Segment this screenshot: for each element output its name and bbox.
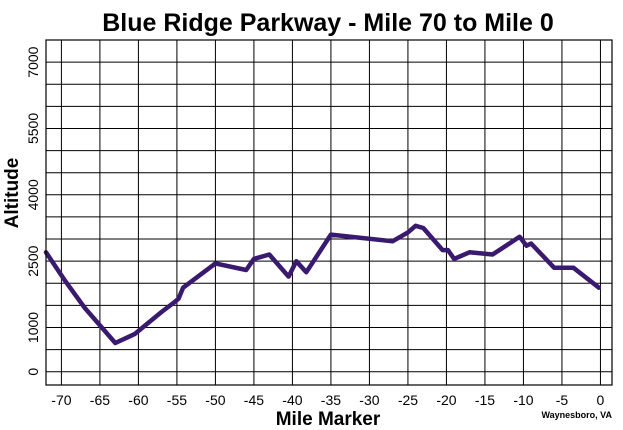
x-tick-label: -55 — [167, 392, 187, 408]
y-axis-label: Altitude — [2, 158, 23, 229]
chart-grid — [46, 40, 612, 385]
x-tick-label: -70 — [51, 392, 71, 408]
y-axis-ticks: 0 1000 2500 4000 5500 7000 — [25, 46, 41, 375]
x-tick-label: -30 — [359, 392, 379, 408]
x-tick-label: -45 — [244, 392, 264, 408]
y-tick-label: 0 — [25, 368, 41, 376]
x-tick-label: -10 — [513, 392, 533, 408]
chart-title: Blue Ridge Parkway - Mile 70 to Mile 0 — [102, 9, 554, 37]
x-tick-label: -20 — [436, 392, 456, 408]
y-tick-label: 7000 — [25, 46, 41, 77]
x-axis-label: Mile Marker — [276, 409, 381, 430]
x-tick-label: 0 — [597, 392, 605, 408]
footnote-waynesboro: Waynesboro, VA — [541, 410, 612, 420]
x-tick-label: -60 — [128, 392, 148, 408]
y-tick-label: 1000 — [25, 312, 41, 343]
x-tick-label: -65 — [90, 392, 110, 408]
x-tick-label: -40 — [282, 392, 302, 408]
y-tick-label: 2500 — [25, 245, 41, 276]
x-tick-label: -35 — [321, 392, 341, 408]
y-tick-label: 5500 — [25, 113, 41, 144]
x-axis-ticks: -70 -65 -60 -55 -50 -45 -40 -35 -30 -25 -20 -15 -10-… — [51, 392, 604, 408]
plot-border — [45, 39, 613, 386]
x-tick-label: -5 — [556, 392, 569, 408]
altitude-line — [43, 223, 602, 346]
x-tick-label: -50 — [205, 392, 225, 408]
x-tick-label: -25 — [398, 392, 418, 408]
x-tick-label: -15 — [475, 392, 495, 408]
y-tick-label: 4000 — [25, 179, 41, 210]
